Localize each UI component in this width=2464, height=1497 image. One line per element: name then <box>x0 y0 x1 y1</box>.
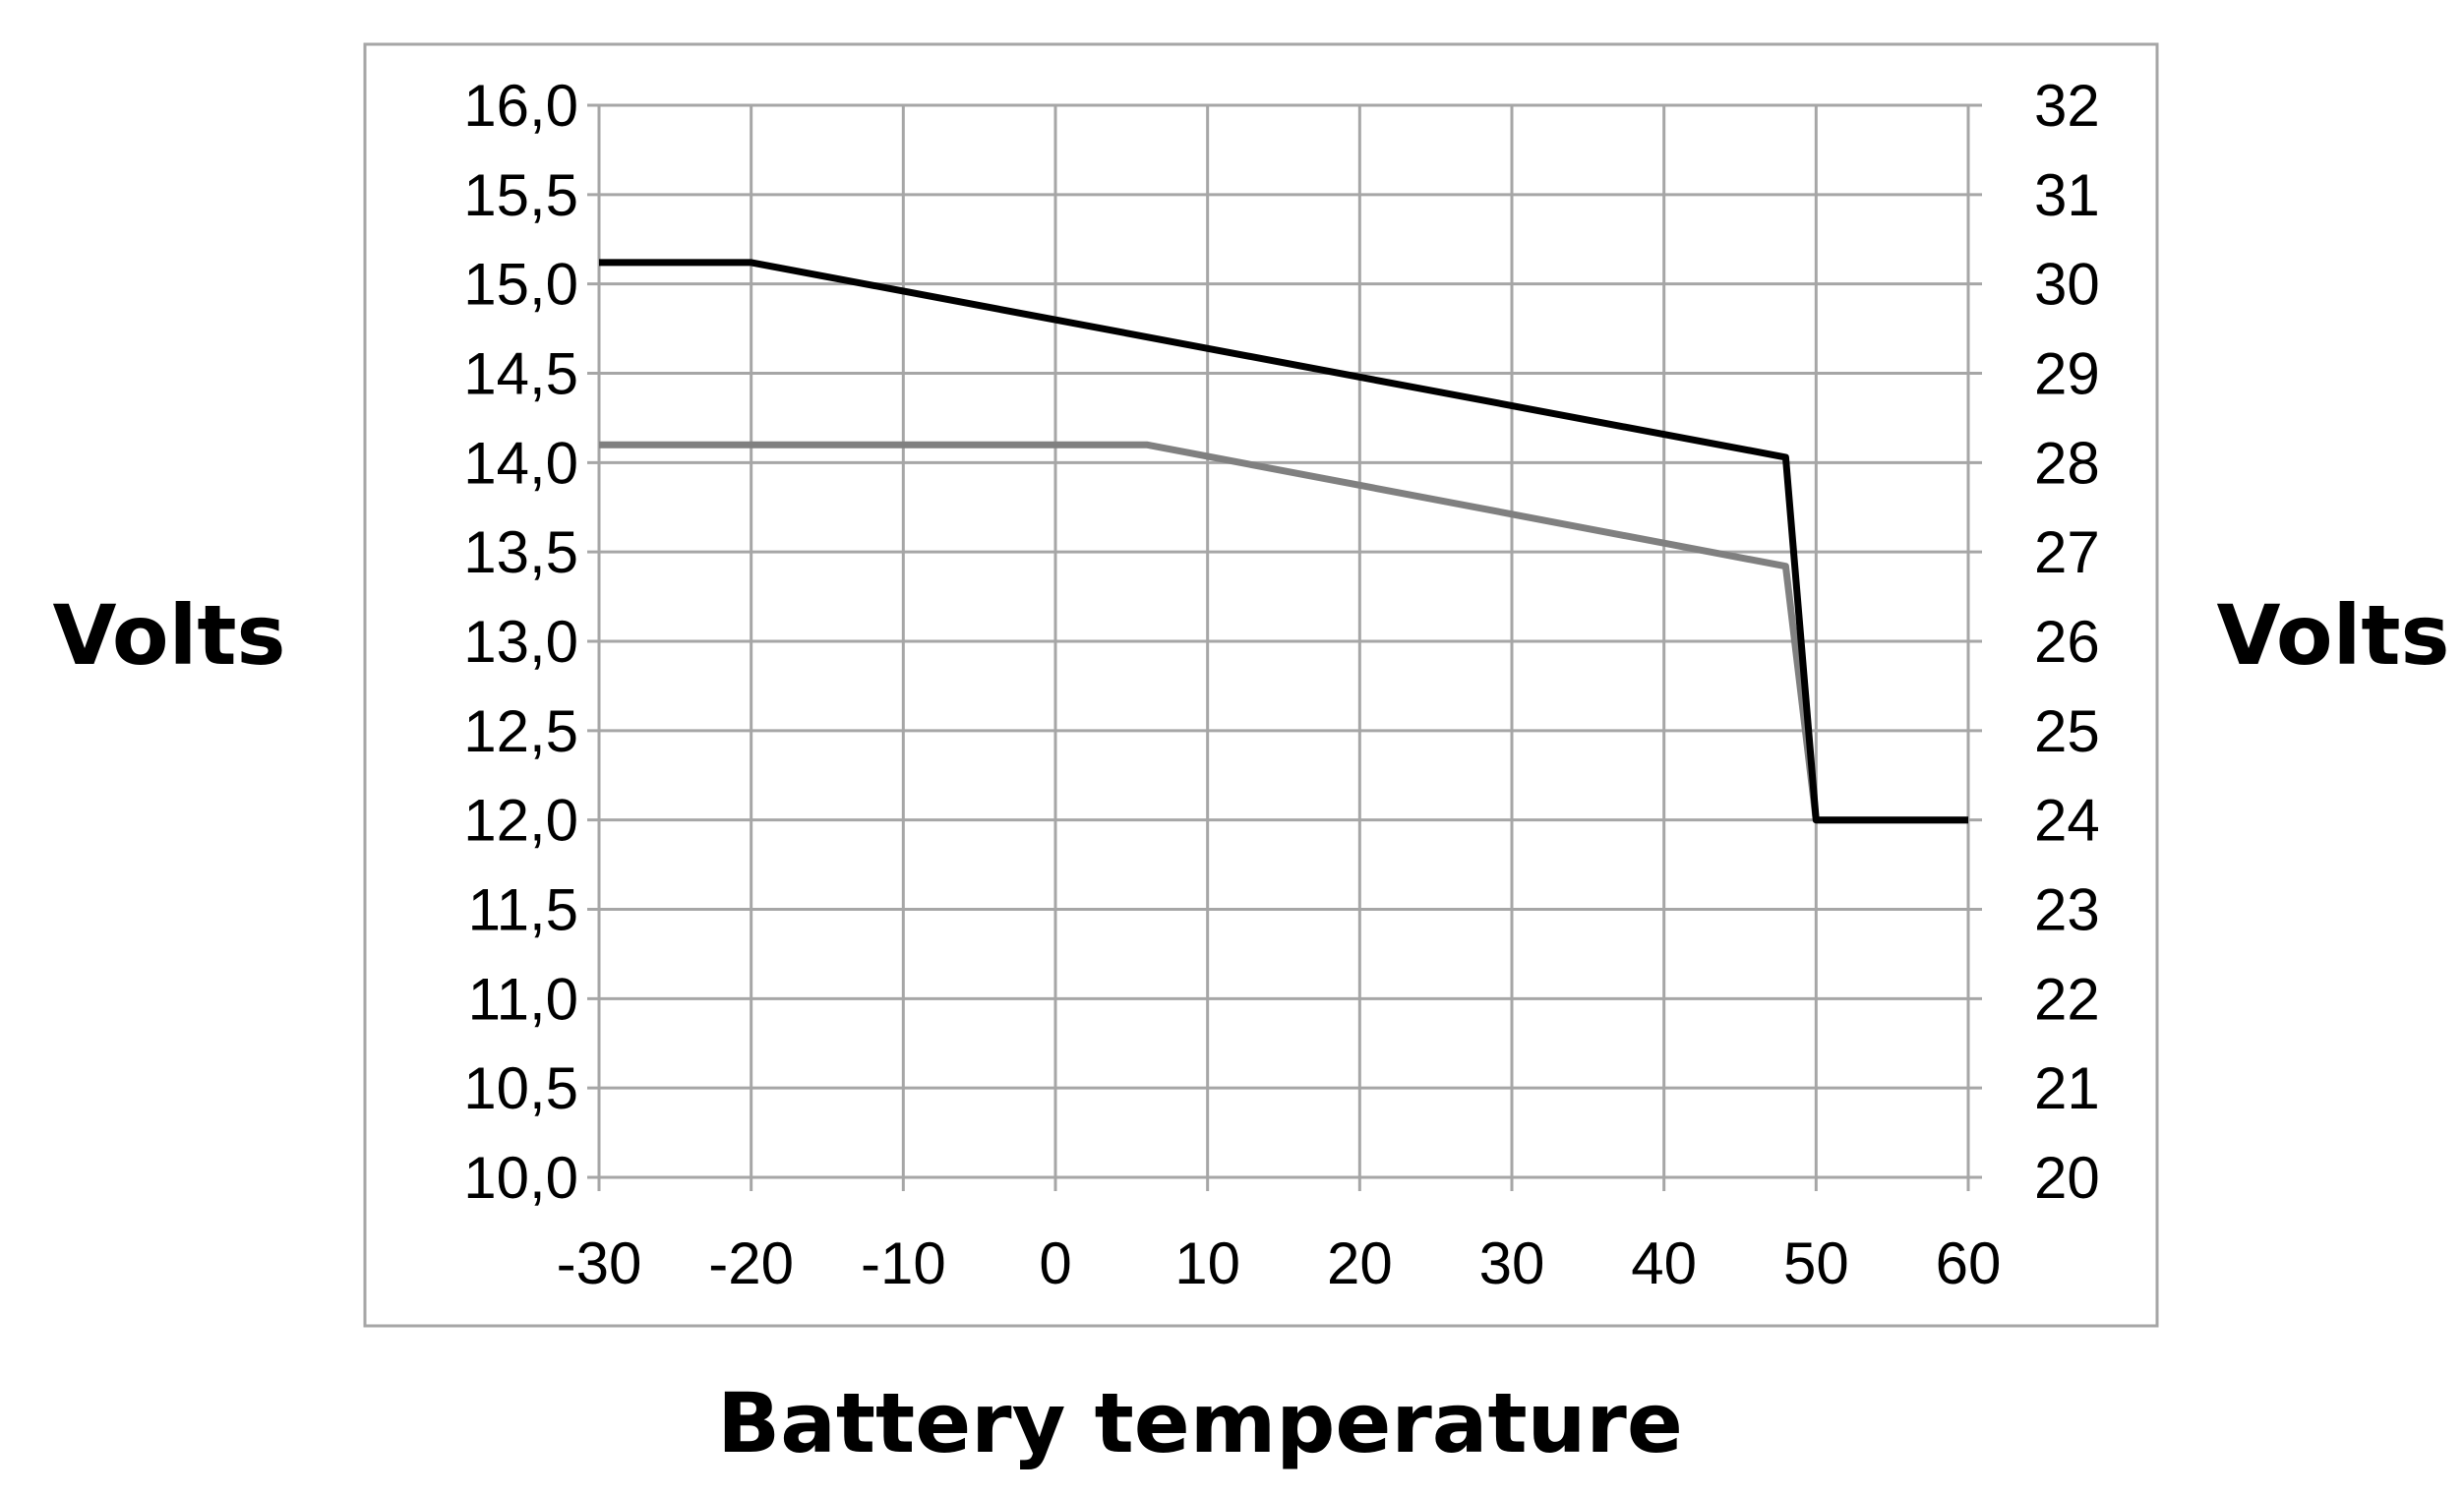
y-tick-label: 13,0 <box>463 609 578 675</box>
y2-tick-label: 20 <box>2034 1145 2100 1211</box>
x-axis-ticks: -30 -20 -10 0 10 20 30 40 50 60 <box>557 1230 2002 1296</box>
x-tick-label: 50 <box>1783 1230 1849 1296</box>
y2-tick-label: 25 <box>2034 698 2100 764</box>
y-tick-label: 16,0 <box>463 73 578 139</box>
x-tick-label: -30 <box>557 1230 642 1296</box>
x-tick-label: -10 <box>861 1230 946 1296</box>
y2-tick-label: 21 <box>2034 1055 2100 1121</box>
y-tick-label: 15,0 <box>463 252 578 318</box>
grid <box>587 103 1982 1191</box>
y-axis-right-ticks: 20 21 22 23 24 25 26 27 28 29 30 31 32 <box>2034 73 2100 1211</box>
x-tick-label: 30 <box>1479 1230 1545 1296</box>
y-tick-label: 12,5 <box>463 698 578 764</box>
y-tick-label: 15,5 <box>463 162 578 228</box>
y-axis-right-title: Volts <box>2216 587 2449 684</box>
y-tick-label: 12,0 <box>463 788 578 854</box>
y2-tick-label: 24 <box>2034 788 2100 854</box>
y-tick-label: 13,5 <box>463 519 578 585</box>
x-tick-label: 60 <box>1936 1230 2002 1296</box>
y-tick-label: 11,5 <box>468 877 578 943</box>
y-axis-left-title: Volts <box>52 587 285 684</box>
y2-tick-label: 30 <box>2034 252 2100 318</box>
y2-tick-label: 31 <box>2034 162 2100 228</box>
x-tick-label: 20 <box>1327 1230 1393 1296</box>
y-tick-label: 10,5 <box>463 1055 578 1121</box>
y2-tick-label: 27 <box>2034 519 2100 585</box>
y2-tick-label: 26 <box>2034 609 2100 675</box>
x-tick-label: -20 <box>708 1230 794 1296</box>
y2-tick-label: 32 <box>2034 73 2100 139</box>
x-axis-title: Battery temperature <box>717 1375 1683 1471</box>
series-line-1 <box>599 259 1968 824</box>
x-tick-label: 0 <box>1039 1230 1071 1296</box>
y-tick-label: 14,5 <box>463 341 578 407</box>
y-axis-left-ticks: 10,0 10,5 11,0 11,5 12,0 12,5 13,0 13,5 14,0 14,5… <box>463 73 578 1211</box>
y-tick-label: 14,0 <box>463 430 578 496</box>
y-tick-label: 10,0 <box>463 1145 578 1211</box>
x-tick-label: 40 <box>1631 1230 1697 1296</box>
series-layer <box>599 259 1968 824</box>
chart-frame <box>363 42 2159 1328</box>
y2-tick-label: 28 <box>2034 430 2100 496</box>
x-tick-label: 10 <box>1174 1230 1240 1296</box>
y-tick-label: 11,0 <box>468 966 578 1032</box>
y2-tick-label: 23 <box>2034 877 2100 943</box>
y2-tick-label: 29 <box>2034 341 2100 407</box>
y2-tick-label: 22 <box>2034 966 2100 1032</box>
